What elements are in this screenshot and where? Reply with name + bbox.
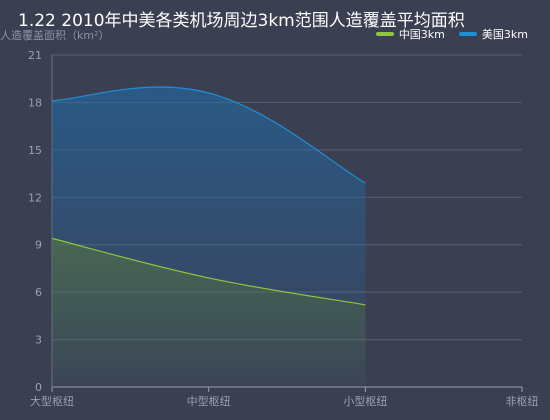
legend-swatch-china (375, 32, 394, 36)
legend: 中国3km 美国3km (375, 26, 528, 42)
series-line-1 (51, 86, 366, 184)
y-tick-label: 15 (28, 144, 42, 157)
y-axis-label: 人造覆盖面积（km²） (0, 29, 110, 42)
y-tick-label: 18 (28, 96, 42, 109)
y-tick-label: 6 (35, 286, 42, 299)
y-tick-label: 3 (35, 334, 42, 347)
y-tick-label: 12 (28, 191, 42, 204)
y-tick-label: 21 (28, 49, 42, 62)
legend-item-usa[interactable]: 美国3km (458, 26, 528, 42)
chart-title: 1.22 2010年中美各类机场周边3km范围人造覆盖平均面积 (18, 11, 465, 31)
x-tick-label: 中型枢纽 (187, 394, 231, 408)
series-area-0 (52, 238, 366, 387)
y-tick-label: 9 (35, 239, 42, 252)
series-line-0 (51, 237, 366, 306)
x-tick-label: 小型枢纽 (343, 394, 387, 408)
legend-swatch-usa (458, 32, 477, 36)
x-tick-label: 非枢纽 (506, 394, 539, 408)
y-tick-label: 0 (35, 381, 42, 394)
legend-label-china: 中国3km (398, 28, 445, 41)
legend-label-usa: 美国3km (481, 28, 528, 41)
legend-item-china[interactable]: 中国3km (375, 26, 445, 42)
x-tick-label: 大型枢纽 (30, 394, 74, 408)
